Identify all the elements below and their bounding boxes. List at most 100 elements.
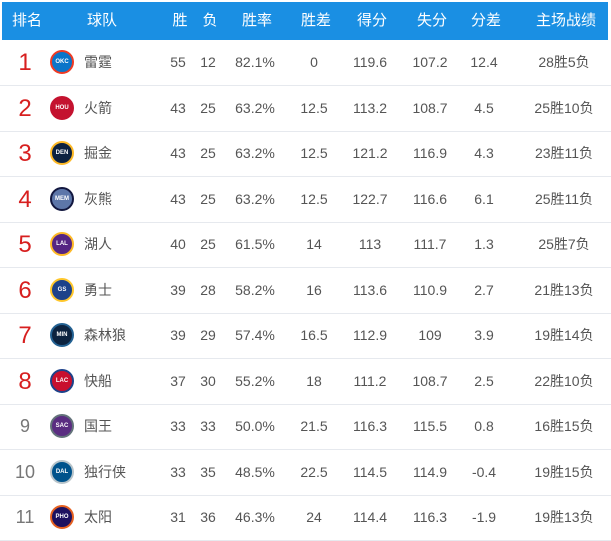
win-pct-value: 63.2%	[235, 99, 275, 116]
rank-number: 7	[18, 322, 32, 349]
home-record-value: 23胜11负	[534, 145, 594, 161]
header-losses[interactable]: 负	[202, 12, 218, 29]
points-for-value: 114.4	[353, 509, 387, 525]
rank-number: 9	[19, 416, 30, 436]
header-pts[interactable]: 得分	[356, 12, 387, 29]
points-against-value: 116.3	[413, 509, 447, 525]
rank-number: 6	[18, 276, 32, 304]
table-row[interactable]: 8 LAC 快船 37 30 55.2% 18 111.2 108.7 2.5 22胜10负	[0, 359, 611, 405]
games-behind-value: 18	[306, 372, 322, 389]
games-behind-value: 0	[310, 54, 318, 70]
point-diff-value: 0.8	[474, 418, 494, 434]
team-name: 掘金	[84, 145, 112, 161]
team-name: 森林狼	[84, 327, 126, 343]
team-logo-icon: LAL	[50, 232, 74, 256]
losses-value: 36	[200, 509, 216, 525]
point-diff-value: 2.5	[474, 372, 494, 389]
team-logo-icon: SAC	[50, 414, 74, 438]
win-pct-value: 63.2%	[235, 145, 275, 161]
header-opp[interactable]: 失分	[416, 12, 447, 29]
rank-number: 10	[14, 461, 36, 482]
team-name: 湖人	[84, 236, 112, 252]
point-diff-value: 2.7	[474, 281, 494, 298]
win-pct-value: 57.4%	[235, 327, 275, 343]
home-record-value: 21胜13负	[534, 281, 594, 298]
team-logo-icon: GS	[50, 277, 74, 302]
home-record-value: 25胜11负	[534, 190, 594, 207]
win-pct-value: 50.0%	[235, 418, 275, 434]
header-team[interactable]: 球队	[86, 12, 117, 29]
games-behind-value: 22.5	[300, 463, 328, 480]
header-home-record[interactable]: 主场战绩	[535, 12, 596, 29]
point-diff-value: 3.9	[474, 327, 494, 343]
rank-number: 4	[18, 185, 32, 213]
points-against-value: 116.6	[413, 190, 447, 207]
points-against-value: 111.7	[413, 236, 447, 252]
home-record-value: 19胜14负	[534, 327, 594, 343]
games-behind-value: 24	[306, 509, 322, 525]
table-row[interactable]: 10 DAL 独行侠 33 35 48.5% 22.5 114.5 114.9 -0.4 19胜15…	[0, 450, 611, 496]
team-name: 国王	[84, 418, 112, 434]
win-pct-value: 58.2%	[235, 281, 275, 298]
point-diff-value: 4.3	[474, 145, 494, 161]
home-record-value: 25胜7负	[538, 236, 590, 252]
table-row[interactable]: 2 HOU 火箭 43 25 63.2% 12.5 113.2 108.7 4.5 25胜10负	[0, 86, 611, 132]
table-row[interactable]: 5 LAL 湖人 40 25 61.5% 14 113 111.7 1.3 25胜7负	[0, 222, 611, 268]
team-logo-icon: HOU	[50, 95, 74, 120]
wins-value: 33	[170, 418, 186, 434]
wins-value: 43	[170, 99, 186, 116]
home-record-value: 25胜10负	[534, 99, 594, 116]
point-diff-value: -0.4	[471, 463, 497, 480]
header-rank[interactable]: 排名	[11, 12, 42, 29]
win-pct-value: 55.2%	[235, 372, 275, 389]
table-row[interactable]: 11 PHO 太阳 31 36 46.3% 24 114.4 116.3 -1.9 19胜13负	[0, 495, 611, 541]
rank-number: 3	[18, 140, 32, 167]
points-against-value: 108.7	[412, 372, 448, 389]
points-for-value: 113.2	[353, 99, 387, 116]
team-logo-icon: OKC	[50, 50, 74, 74]
losses-value: 12	[200, 54, 216, 70]
table-row[interactable]: 1 OKC 雷霆 55 12 82.1% 0 119.6 107.2 12.4 28胜5负	[0, 40, 611, 86]
team-name: 勇士	[84, 281, 112, 298]
points-for-value: 111.2	[353, 372, 387, 389]
points-for-value: 114.5	[353, 463, 387, 480]
points-against-value: 107.2	[412, 54, 448, 70]
table-row[interactable]: 6 GS 勇士 39 28 58.2% 16 113.6 110.9 2.7 21胜13负	[0, 268, 611, 314]
points-for-value: 113.6	[353, 281, 387, 298]
home-record-value: 22胜10负	[534, 372, 594, 389]
table-row[interactable]: 7 MIN 森林狼 39 29 57.4% 16.5 112.9 109 3.9 19胜14负	[0, 313, 611, 359]
points-for-value: 113	[358, 236, 382, 252]
points-against-value: 110.9	[413, 281, 447, 298]
losses-value: 35	[200, 463, 216, 480]
win-pct-value: 46.3%	[235, 509, 275, 525]
table-row[interactable]: 9 SAC 国王 33 33 50.0% 21.5 116.3 115.5 0.8 16胜15负	[0, 404, 611, 450]
point-diff-value: 1.3	[474, 236, 494, 252]
rank-number: 1	[18, 49, 32, 76]
losses-value: 28	[200, 281, 216, 298]
win-pct-value: 48.5%	[235, 463, 275, 480]
points-for-value: 121.2	[352, 145, 388, 161]
wins-value: 43	[170, 190, 186, 207]
table-row[interactable]: 3 DEN 掘金 43 25 63.2% 12.5 121.2 116.9 4.3 23胜11负	[0, 131, 611, 177]
home-record-value: 19胜13负	[534, 509, 594, 525]
header-pct[interactable]: 胜率	[241, 12, 272, 29]
points-for-value: 116.3	[353, 418, 387, 434]
point-diff-value: 6.1	[474, 190, 494, 207]
team-logo-icon: MEM	[50, 186, 74, 211]
team-logo-icon: LAC	[50, 368, 74, 393]
team-name: 雷霆	[84, 54, 112, 70]
rank-number: 5	[18, 231, 32, 258]
header-gb[interactable]: 胜差	[300, 12, 331, 29]
losses-value: 25	[200, 190, 216, 207]
wins-value: 33	[170, 463, 186, 480]
header-wins[interactable]: 胜	[172, 12, 188, 29]
team-name: 太阳	[84, 509, 112, 525]
header-diff[interactable]: 分差	[470, 12, 501, 29]
team-logo-icon: MIN	[50, 323, 74, 347]
losses-value: 33	[200, 418, 216, 434]
table-row[interactable]: 4 MEM 灰熊 43 25 63.2% 12.5 122.7 116.6 6.1 25胜11负	[0, 177, 611, 223]
wins-value: 37	[170, 372, 186, 389]
games-behind-value: 16.5	[300, 327, 328, 343]
home-record-value: 19胜15负	[534, 463, 594, 480]
wins-value: 43	[170, 145, 186, 161]
